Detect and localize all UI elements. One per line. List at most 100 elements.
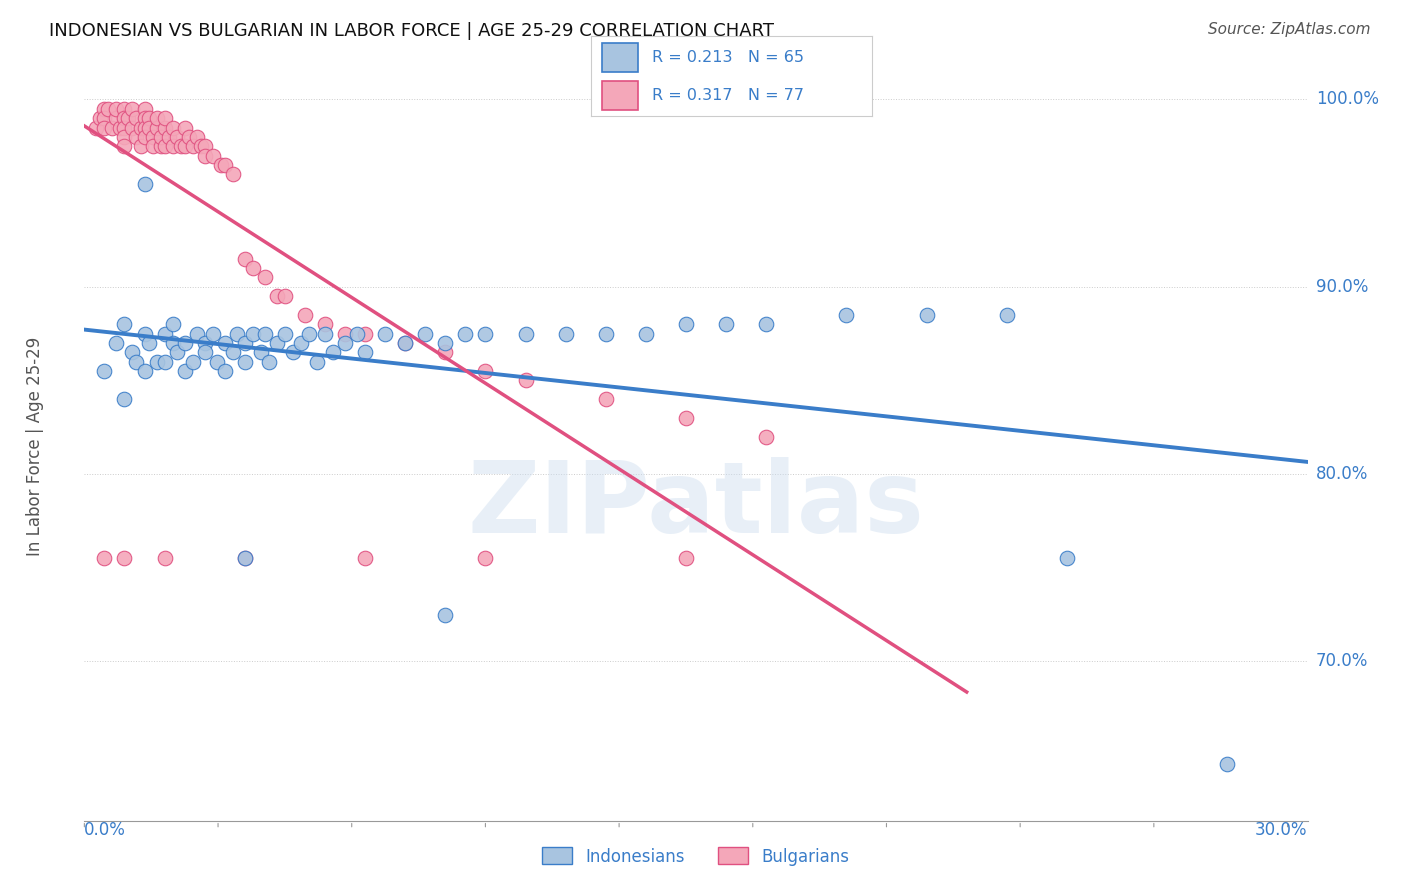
Point [205, 355, 228, 369]
Point [354, 551, 377, 566]
Point [290, 336, 312, 351]
Point [121, 102, 143, 116]
Point [153, 139, 176, 153]
Point [153, 326, 176, 341]
Text: 80.0%: 80.0% [1316, 465, 1368, 483]
Point [105, 336, 128, 351]
Point [134, 326, 156, 341]
Text: 0.0%: 0.0% [84, 821, 127, 838]
Point [134, 364, 156, 378]
Point [86, 120, 108, 135]
Point [214, 158, 236, 172]
Point [354, 326, 377, 341]
Point [413, 326, 436, 341]
Point [141, 139, 163, 153]
Point [162, 139, 184, 153]
Point [134, 112, 156, 126]
Point [233, 551, 256, 566]
Point [634, 326, 657, 341]
Point [114, 112, 136, 126]
Point [129, 139, 152, 153]
Point [209, 158, 232, 172]
Point [222, 345, 245, 359]
Point [125, 355, 148, 369]
Point [554, 326, 576, 341]
Point [173, 336, 195, 351]
Point [138, 112, 160, 126]
Point [374, 326, 396, 341]
Point [225, 326, 247, 341]
Point [274, 289, 297, 303]
Point [145, 112, 167, 126]
Point [93, 364, 115, 378]
Point [675, 551, 697, 566]
Point [114, 139, 136, 153]
Point [755, 430, 778, 444]
Text: Source: ZipAtlas.com: Source: ZipAtlas.com [1208, 22, 1371, 37]
Point [675, 318, 697, 332]
Point [110, 120, 132, 135]
Point [153, 551, 176, 566]
Point [134, 130, 156, 145]
Point [186, 326, 208, 341]
Point [354, 345, 377, 359]
Text: In Labor Force | Age 25-29: In Labor Force | Age 25-29 [27, 336, 45, 556]
Point [125, 130, 148, 145]
Point [93, 112, 115, 126]
Point [157, 130, 180, 145]
Point [177, 130, 200, 145]
Point [114, 120, 136, 135]
Point [129, 120, 152, 135]
Point [194, 139, 217, 153]
Point [145, 355, 167, 369]
Point [233, 336, 256, 351]
Point [755, 318, 778, 332]
Point [394, 336, 416, 351]
Point [242, 326, 264, 341]
Point [346, 326, 368, 341]
Point [134, 102, 156, 116]
Point [141, 130, 163, 145]
Point [314, 326, 336, 341]
Point [145, 120, 167, 135]
Point [149, 139, 172, 153]
Point [333, 326, 356, 341]
Point [138, 120, 160, 135]
Text: 90.0%: 90.0% [1316, 277, 1368, 296]
Point [298, 326, 321, 341]
Point [214, 364, 236, 378]
Point [201, 149, 224, 163]
Point [915, 308, 938, 322]
Point [114, 318, 136, 332]
Point [169, 139, 191, 153]
Point [242, 261, 264, 276]
Point [474, 326, 496, 341]
Point [595, 392, 617, 407]
Point [515, 374, 537, 388]
Point [194, 149, 217, 163]
Point [1056, 551, 1078, 566]
Point [474, 551, 496, 566]
Point [322, 345, 344, 359]
Point [97, 102, 120, 116]
Point [125, 112, 148, 126]
Point [333, 336, 356, 351]
Point [250, 345, 273, 359]
Point [675, 411, 697, 425]
Point [162, 318, 184, 332]
Point [394, 336, 416, 351]
Point [153, 355, 176, 369]
Point [194, 345, 217, 359]
FancyBboxPatch shape [602, 80, 638, 110]
Point [434, 336, 457, 351]
Point [105, 102, 128, 116]
Point [181, 355, 204, 369]
Point [114, 392, 136, 407]
Text: INDONESIAN VS BULGARIAN IN LABOR FORCE | AGE 25-29 CORRELATION CHART: INDONESIAN VS BULGARIAN IN LABOR FORCE |… [49, 22, 775, 40]
FancyBboxPatch shape [602, 43, 638, 72]
Point [595, 326, 617, 341]
Text: R = 0.317   N = 77: R = 0.317 N = 77 [652, 87, 804, 103]
Point [194, 336, 217, 351]
Point [434, 607, 457, 622]
Point [166, 345, 188, 359]
